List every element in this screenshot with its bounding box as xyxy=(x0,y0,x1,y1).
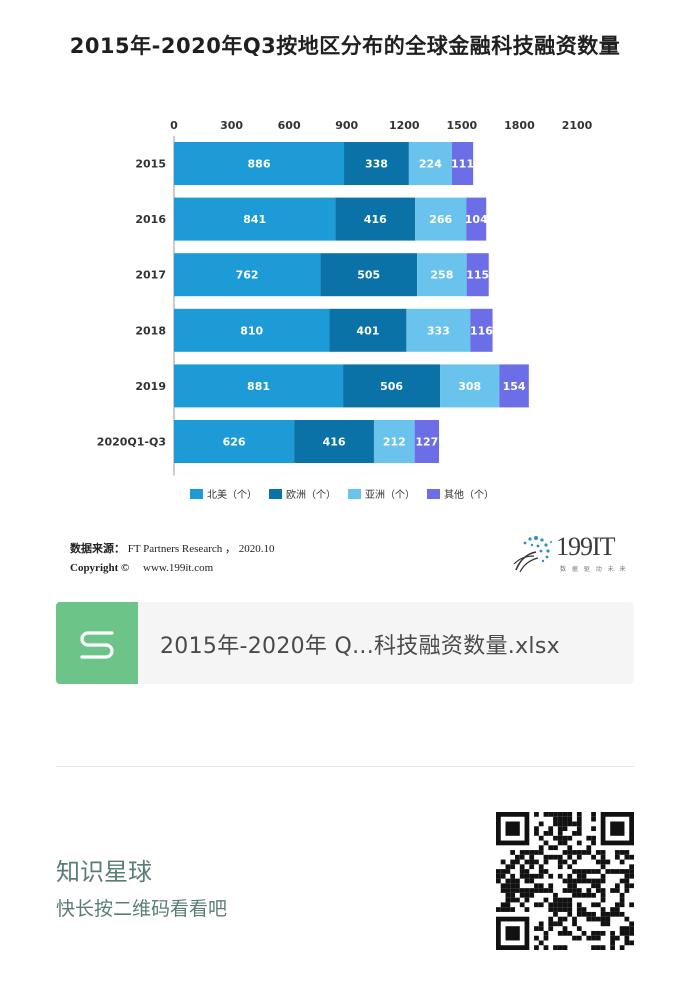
bar-segment xyxy=(174,142,345,185)
data-label: 127 xyxy=(415,436,438,449)
copyright-label: Copyright © xyxy=(70,562,130,574)
bar-segment xyxy=(174,197,336,241)
source-label: 数据来源： xyxy=(70,543,125,555)
bar-segment xyxy=(294,420,374,463)
legend-label: 其他（个） xyxy=(444,488,494,501)
bar-segment xyxy=(335,197,416,241)
category-label: 2016 xyxy=(135,213,166,226)
data-label: 762 xyxy=(236,269,259,282)
data-source: 数据来源： FT Partners Research ， 2020.10 Cop… xyxy=(70,540,275,578)
x-tick-label: 600 xyxy=(278,119,301,132)
x-tick-label: 0 xyxy=(170,119,178,132)
bar-segment xyxy=(344,142,409,185)
brand-name: 199IT xyxy=(556,532,616,561)
data-label: 154 xyxy=(503,380,526,393)
bar-segment xyxy=(414,420,440,463)
data-label: 886 xyxy=(248,158,271,171)
category-label: 2015 xyxy=(135,158,166,171)
file-attachment[interactable]: 2015年-2020年 Q...科技融资数量.xlsx xyxy=(56,602,634,684)
x-tick-label: 1500 xyxy=(447,119,478,132)
bar-segment xyxy=(499,364,529,408)
data-label: 266 xyxy=(429,213,452,226)
stacked-bar-chart: 0 300 600 900 1200 1500 1800 2100 2015 886 338 224 1… xyxy=(97,119,593,501)
x-tick-label: 900 xyxy=(335,119,358,132)
category-label: 2017 xyxy=(135,269,166,282)
source-text: FT Partners Research ， 2020.10 xyxy=(127,543,275,555)
bar-segment xyxy=(174,420,295,463)
spreadsheet-s-icon xyxy=(56,602,138,684)
data-label: 505 xyxy=(357,269,380,282)
bar-segment xyxy=(174,364,344,408)
legend-swatch xyxy=(427,489,440,499)
data-label: 115 xyxy=(466,269,489,282)
chart-title: 2015年-2020年Q3按地区分布的全球金融科技融资数量 xyxy=(69,34,621,58)
planet-title: 知识星球 xyxy=(56,858,152,886)
planet-subtitle: 快长按二维码看看吧 xyxy=(56,898,228,920)
data-label: 401 xyxy=(356,324,379,337)
bar-segment xyxy=(320,253,418,297)
x-tick-label: 1800 xyxy=(504,119,535,132)
bar-segment xyxy=(174,308,330,352)
data-label: 626 xyxy=(223,436,246,449)
bar-segment xyxy=(373,420,415,463)
data-label: 224 xyxy=(419,158,442,171)
legend-swatch xyxy=(348,489,361,499)
bar-segment xyxy=(451,142,474,185)
divider xyxy=(56,766,634,767)
legend-swatch xyxy=(190,489,203,499)
bar-segment xyxy=(406,308,471,352)
dandelion-logo-icon xyxy=(513,536,552,573)
data-label: 111 xyxy=(451,158,474,171)
data-label: 338 xyxy=(365,158,388,171)
bar-segment xyxy=(408,142,452,185)
legend-label: 亚洲（个） xyxy=(365,489,415,501)
x-tick-label: 300 xyxy=(220,119,243,132)
category-label: 2018 xyxy=(135,324,166,337)
data-label: 258 xyxy=(430,269,453,282)
data-label: 333 xyxy=(427,324,450,337)
data-label: 881 xyxy=(247,380,270,393)
bar-segment xyxy=(470,308,493,352)
brand-logo: 199IT 数 据 驱 动 未 来 xyxy=(510,530,630,580)
bar-segment xyxy=(329,308,407,352)
bar-segment xyxy=(417,253,467,297)
x-tick-label: 1200 xyxy=(389,119,420,132)
bar-segment xyxy=(343,364,441,408)
file-name: 2015年-2020年 Q...科技融资数量.xlsx xyxy=(160,634,560,659)
data-label: 212 xyxy=(383,436,406,449)
bar-segment xyxy=(174,253,321,297)
site-url: www.199it.com xyxy=(143,562,214,574)
category-label: 2020Q1-Q3 xyxy=(97,436,166,449)
brand-tagline: 数 据 驱 动 未 来 xyxy=(560,566,628,573)
data-label: 506 xyxy=(380,380,403,393)
x-tick-label: 2100 xyxy=(562,119,593,132)
bar-segment xyxy=(440,364,500,408)
data-label: 841 xyxy=(243,213,266,226)
data-label: 116 xyxy=(470,324,493,337)
bar-segment xyxy=(466,253,489,297)
qr-code-icon[interactable] xyxy=(496,812,634,950)
bar-segment xyxy=(415,197,467,241)
data-label: 810 xyxy=(240,324,263,337)
legend-label: 北美（个） xyxy=(207,488,257,501)
category-label: 2019 xyxy=(135,380,166,393)
bar-segment xyxy=(466,197,487,241)
legend-label: 欧洲（个） xyxy=(286,489,336,501)
data-label: 308 xyxy=(458,380,481,393)
legend-swatch xyxy=(269,489,282,499)
data-label: 416 xyxy=(323,436,346,449)
data-label: 104 xyxy=(465,213,488,226)
data-label: 416 xyxy=(364,213,387,226)
